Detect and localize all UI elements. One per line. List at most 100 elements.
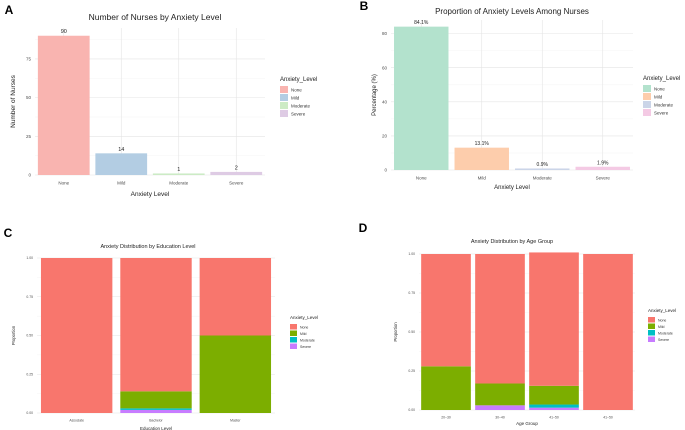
bar-none [37,35,90,175]
legend-label: None [658,318,666,322]
legend-label: Moderate [300,338,315,342]
legend-label: Moderate [654,102,674,107]
x-axis-label: Education Level [140,426,172,430]
bar-segment-moderate [120,408,192,410]
y-axis-label: Number of Nurses [10,74,17,127]
bar-severe [575,166,630,170]
legend-title: Anxiety_Level [643,76,680,82]
x-tick-label: 41~50 [549,415,559,419]
panel-label-c: C [4,226,13,240]
bar-value-label: 14 [118,147,124,153]
bar-mild [95,153,148,175]
legend-swatch-mild [280,94,288,101]
bar-value-label: 90 [61,29,67,35]
x-tick-label: 30~40 [495,415,505,419]
x-axis-label: Anxiety Level [494,185,530,191]
legend-swatch-severe [290,343,297,349]
y-axis-label: Proportion [11,325,16,345]
x-tick-label: 20~30 [441,415,451,419]
legend-swatch-moderate [643,101,651,108]
panel-label-b: B [360,0,369,13]
chart-title: Anxiety Distribution by Education Level [100,244,195,250]
legend-swatch-none [648,317,655,323]
chart-title: Anxiety Distribution by Age Group [471,239,553,245]
y-tick-label: 0.50 [26,334,33,338]
bar-segment-none [475,254,525,384]
bar-segment-none [421,254,471,367]
x-tick-label: Severe [229,181,244,186]
x-tick-label: Moderate [533,176,553,181]
legend-label: Severe [658,338,669,342]
y-tick-label: 0.25 [408,369,415,373]
bar-value-label: 1 [177,167,180,173]
bar-segment-mild [199,335,272,413]
panel-label-a: A [5,3,14,17]
y-tick-label: 0.25 [26,372,33,376]
legend-swatch-none [280,86,288,93]
legend-swatch-mild [643,93,651,100]
x-tick-label: Mild [117,181,126,186]
y-tick-label: 0.00 [26,411,33,415]
y-tick-label: 0 [28,173,31,178]
y-tick-label: 0.75 [408,291,415,295]
x-tick-label: None [58,181,69,186]
x-axis-label: Anxiety Level [131,191,170,198]
bar-segment-severe [120,409,192,413]
y-tick-label: 0.50 [408,330,415,334]
bar-mild [454,147,509,170]
legend-swatch-none [290,324,297,330]
bar-severe [210,171,263,175]
bar-segment-severe [475,405,525,410]
bar-segment-none [199,258,272,336]
x-tick-label: Associate [69,418,84,422]
legend-label: Mild [654,94,663,99]
bar-value-label: 1.9% [597,160,609,166]
y-tick-label: 80 [382,31,388,36]
bar-segment-mild [120,391,192,409]
y-tick-label: 75 [26,57,32,62]
y-tick-label: 50 [26,95,32,100]
bar-segment-none [583,254,633,410]
legend-label: Mild [658,325,664,329]
bar-segment-mild [475,383,525,406]
y-tick-label: 1.00 [408,252,415,256]
legend-swatch-severe [648,336,655,342]
bar-value-label: 0.9% [537,162,549,168]
legend-label: Severe [654,110,669,115]
y-tick-label: 60 [382,65,388,70]
x-tick-label: Severe [596,176,611,181]
y-tick-label: 0 [384,168,387,173]
bar-segment-none [529,252,579,386]
chart-title: Proportion of Anxiety Levels Among Nurse… [435,7,589,16]
legend-swatch-severe [643,109,651,116]
y-tick-label: 0.00 [408,408,415,412]
y-tick-label: 25 [26,134,32,139]
bar-value-label: 13.1% [475,141,490,147]
x-tick-label: Bachelor [149,418,163,422]
x-axis-label: Age Group [516,421,538,426]
legend-label: None [291,87,302,92]
y-tick-label: 20 [382,133,388,138]
bar-segment-none [120,258,192,392]
bar-moderate [152,173,205,175]
x-tick-label: Mild [478,176,487,181]
legend-label: None [654,86,665,91]
bar-segment-moderate [529,404,579,408]
legend-swatch-none [643,85,651,92]
y-tick-label: 0.75 [26,295,33,299]
legend-title: Anxiety_Level [280,77,317,83]
legend-title: Anxiety_Level [648,308,676,313]
legend-label: Mild [291,95,300,100]
legend-label: Mild [300,332,306,336]
y-tick-label: 40 [382,99,388,104]
legend-swatch-mild [290,330,297,336]
legend-swatch-moderate [290,337,297,343]
legend-swatch-moderate [648,330,655,336]
legend-label: Moderate [291,103,311,108]
legend-label: None [300,325,308,329]
y-axis-label: Percentage (%) [372,74,378,116]
x-tick-label: None [416,176,427,181]
bar-segment-mild [421,366,471,410]
panel-label-d: D [359,221,368,235]
legend-label: Moderate [658,331,673,335]
